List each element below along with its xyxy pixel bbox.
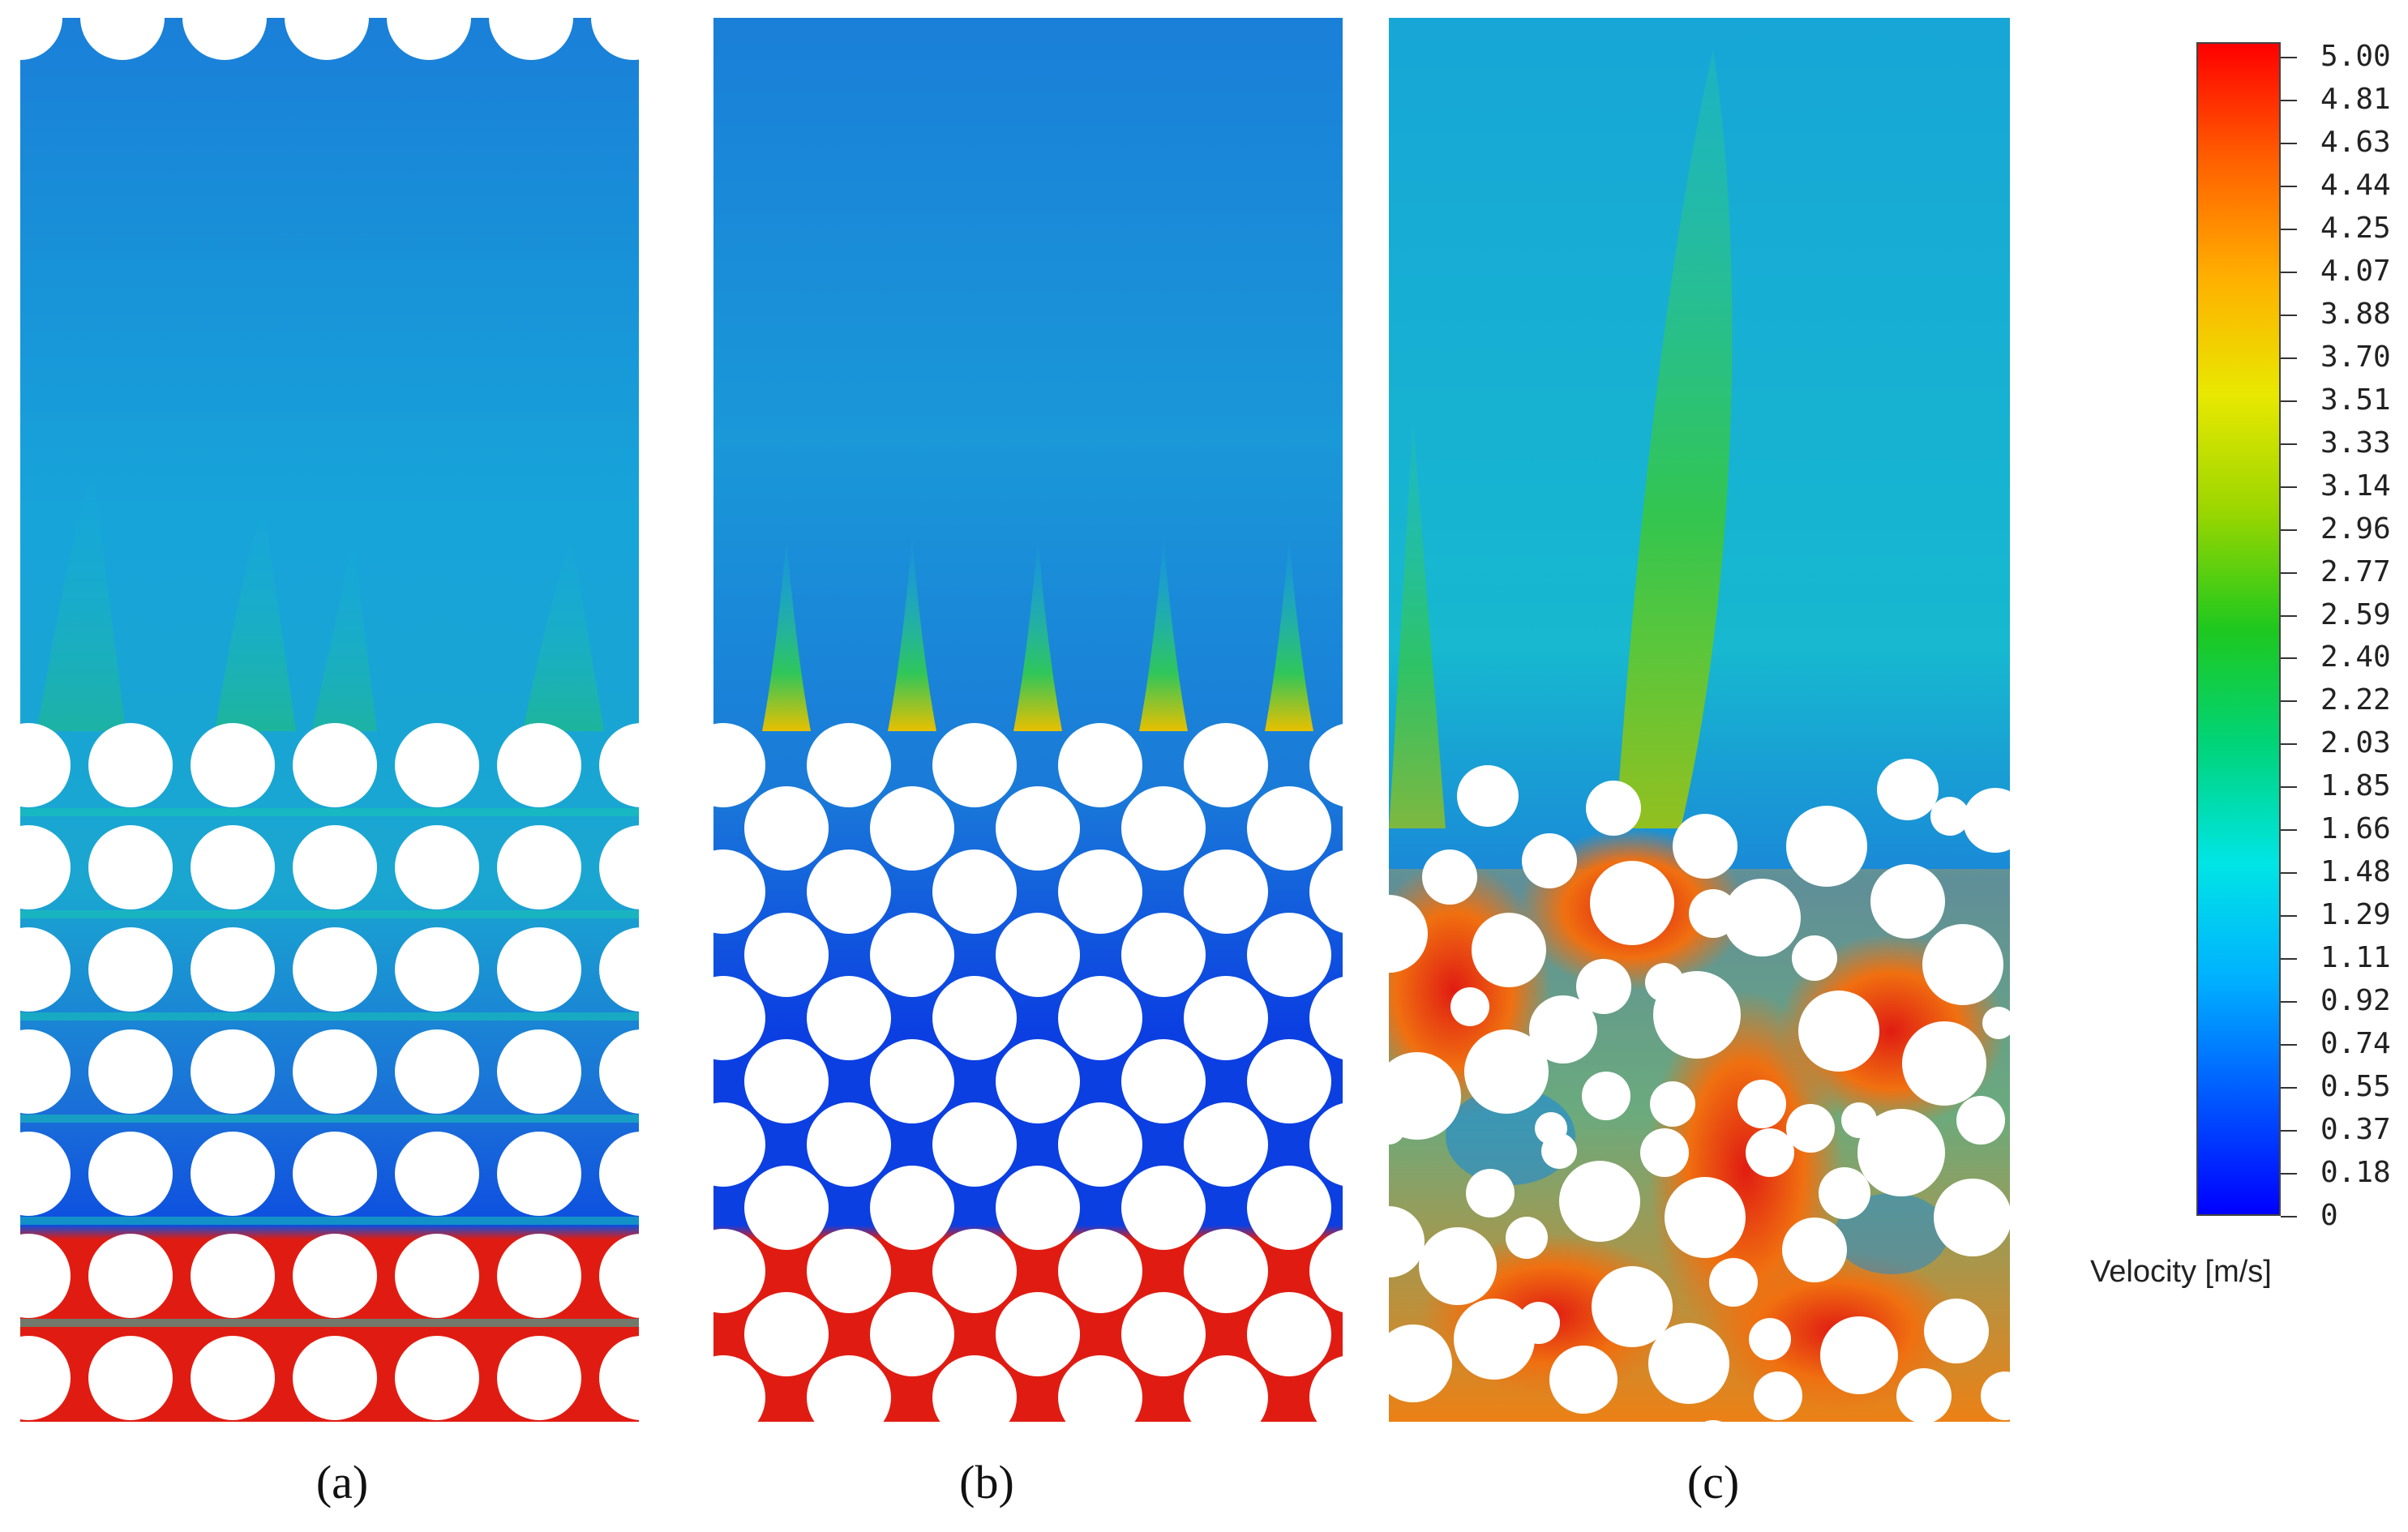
- colorbar-tick-label: 0.18: [2320, 1156, 2391, 1190]
- colorbar-tick-label: 3.14: [2320, 469, 2391, 503]
- colorbar-tick-label: 2.03: [2320, 726, 2391, 760]
- colorbar-tick-label: 0.74: [2320, 1027, 2391, 1061]
- colorbar-tick-mark: [2281, 185, 2297, 187]
- caption-a: (a): [315, 1456, 369, 1508]
- colorbar-tick-label: 3.88: [2320, 297, 2391, 331]
- colorbar-tick-label: 0.37: [2320, 1113, 2391, 1147]
- colorbar-tick-label: 0: [2320, 1199, 2338, 1232]
- colorbar-tick-mark: [2281, 486, 2297, 488]
- colorbar-tick-mark: [2281, 614, 2297, 617]
- colorbar-tick-mark: [2281, 443, 2297, 445]
- colorbar-tick-label: 1.11: [2320, 941, 2391, 975]
- colorbar-tick-label: 2.40: [2320, 640, 2391, 674]
- colorbar-tick-mark: [2281, 1130, 2297, 1132]
- colorbar-tick-label: 1.29: [2320, 898, 2391, 932]
- colorbar-title: Velocity [m/s]: [2090, 1255, 2272, 1289]
- panel-c-solid-particles: [1389, 759, 2010, 1422]
- panel-a-velocity-field: [20, 18, 639, 1422]
- colorbar-tick-mark: [2281, 57, 2297, 58]
- caption-b: (b): [959, 1456, 1014, 1508]
- colorbar-tick-label: 2.77: [2320, 554, 2391, 588]
- colorbar-tick-mark: [2281, 700, 2297, 703]
- colorbar-tick-mark: [2281, 528, 2297, 531]
- colorbar-tick-mark: [2281, 958, 2297, 961]
- colorbar-tick-label: 2.22: [2320, 683, 2391, 717]
- colorbar-tick-mark: [2281, 142, 2297, 144]
- colorbar-tick-mark: [2281, 571, 2297, 574]
- panel-a-solid-particles: [20, 18, 639, 60]
- velocity-colorbar: [2196, 42, 2281, 1216]
- colorbar-tick-mark: [2281, 657, 2297, 660]
- colorbar-tick-mark: [2281, 743, 2297, 746]
- colorbar-tick-mark: [2281, 357, 2297, 359]
- colorbar-tick-label: 3.33: [2320, 426, 2391, 460]
- colorbar-tick-mark: [2281, 1044, 2297, 1046]
- colorbar-tick-label: 4.07: [2320, 254, 2391, 288]
- colorbar-tick-mark: [2281, 829, 2297, 832]
- colorbar-tick-label: 4.63: [2320, 125, 2391, 159]
- colorbar-tick-mark: [2281, 1216, 2297, 1217]
- colorbar-tick-mark: [2281, 786, 2297, 789]
- panel-c-svg: [1389, 18, 2010, 1422]
- panel-a-svg: [20, 18, 639, 1422]
- colorbar-tick-label: 5.00: [2320, 40, 2391, 73]
- colorbar-tick-mark: [2281, 915, 2297, 918]
- colorbar-tick-label: 1.48: [2320, 855, 2391, 889]
- colorbar-tick-mark: [2281, 400, 2297, 402]
- colorbar-tick-label: 2.96: [2320, 511, 2391, 546]
- colorbar-tick-mark: [2281, 1173, 2297, 1175]
- colorbar-tick-mark: [2281, 314, 2297, 316]
- colorbar-tick-mark: [2281, 872, 2297, 875]
- panel-b-velocity-field: [713, 18, 1343, 1422]
- colorbar-tick-mark: [2281, 1001, 2297, 1004]
- colorbar-tick-mark: [2281, 99, 2297, 101]
- colorbar-tick-mark: [2281, 271, 2297, 273]
- colorbar-tick-label: 0.55: [2320, 1070, 2391, 1104]
- colorbar-tick-label: 2.59: [2320, 597, 2391, 631]
- colorbar-tick-label: 4.81: [2320, 82, 2391, 116]
- colorbar-tick-mark: [2281, 228, 2297, 230]
- colorbar-tick-label: 4.44: [2320, 168, 2391, 202]
- panel-b-solid-particles: [713, 723, 1343, 1422]
- panel-c-velocity-field: [1389, 18, 2010, 1422]
- colorbar-tick-label: 4.25: [2320, 211, 2391, 245]
- caption-c: (c): [1686, 1456, 1740, 1508]
- panel-b-svg: [713, 18, 1343, 1422]
- colorbar-tick-label: 1.85: [2320, 769, 2391, 803]
- colorbar-tick-label: 3.51: [2320, 383, 2391, 417]
- colorbar-tick-label: 3.70: [2320, 340, 2391, 374]
- colorbar-tick-label: 0.92: [2320, 984, 2391, 1018]
- colorbar-tick-label: 1.66: [2320, 812, 2391, 846]
- colorbar-tick-mark: [2281, 1087, 2297, 1089]
